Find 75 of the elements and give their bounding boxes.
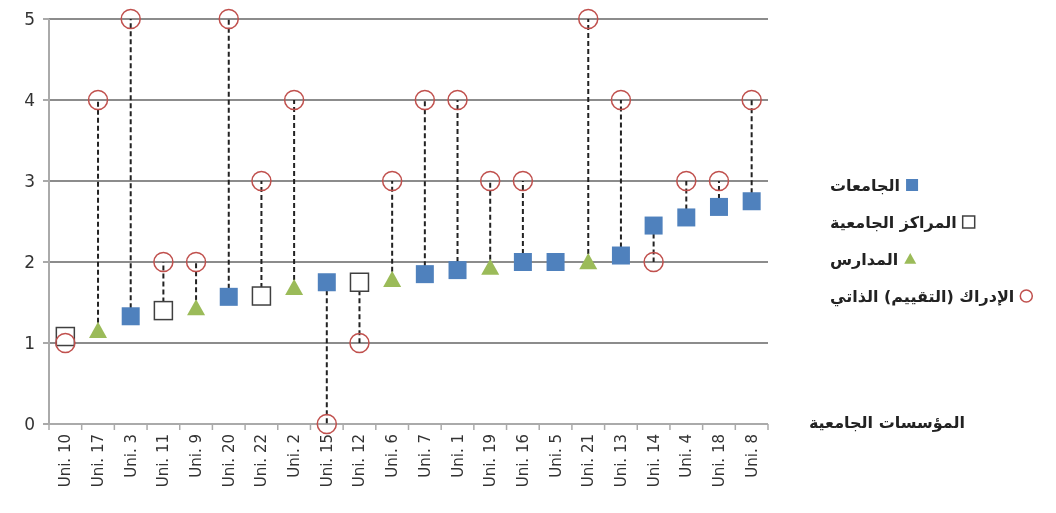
point: [120, 8, 141, 30]
point: [251, 286, 272, 306]
x-tick-label: Uni. 2: [285, 434, 304, 478]
point: [414, 89, 436, 111]
point: [187, 299, 206, 316]
point: [643, 251, 664, 273]
legend-label: الإدراك (التقييم) الذاتي: [830, 287, 1015, 307]
x-tick-label: Uni. 19: [481, 434, 500, 488]
x-tick-label: Uni. 14: [644, 434, 663, 488]
legend-label: المراكز الجامعية: [830, 213, 957, 232]
point: [447, 89, 468, 111]
x-tick-label: Uni. 15: [317, 434, 336, 488]
point: [742, 192, 761, 211]
point: [89, 321, 108, 339]
point: [153, 251, 174, 273]
point: [219, 287, 238, 306]
point: [415, 265, 434, 284]
x-tick-label: Uni. 10: [56, 434, 75, 488]
x-tick-label: Uni. 3: [121, 434, 140, 478]
x-tick-label: Uni. 12: [350, 434, 369, 488]
point: [218, 8, 239, 30]
x-tick-label: Uni. 8: [742, 434, 761, 478]
point: [481, 258, 500, 275]
x-tick-label: Uni. 18: [709, 434, 728, 488]
point: [709, 197, 728, 216]
x-tick-label: Uni. 21: [579, 434, 598, 488]
point: [87, 89, 109, 111]
y-tick-label: 3: [24, 171, 35, 191]
point: [644, 216, 663, 235]
legend-label: الجامعات: [830, 176, 901, 195]
x-tick-label: Uni. 9: [187, 434, 206, 478]
point: [316, 413, 338, 435]
point: [579, 253, 598, 270]
x-tick-label: Uni. 5: [546, 434, 565, 478]
point: [546, 253, 565, 271]
x-tick-label: Uni. 4: [677, 434, 696, 478]
x-tick-label: Uni. 1: [448, 434, 467, 478]
text: المؤسسات الجامعية: [808, 413, 965, 432]
point: [448, 261, 467, 280]
point: [479, 170, 501, 192]
point: [55, 332, 76, 354]
point: [383, 270, 402, 288]
x-tick-label: Uni. 16: [513, 434, 532, 488]
point: [512, 170, 534, 192]
point: [349, 272, 370, 292]
point: [610, 89, 632, 111]
y-tick-label: 5: [24, 9, 35, 29]
x-tick-label: Uni. 22: [252, 434, 271, 488]
x-tick-label: Uni. 17: [89, 434, 108, 488]
point: [349, 332, 370, 354]
point: [283, 89, 305, 111]
point: [251, 170, 272, 192]
point: [513, 253, 532, 271]
point: [381, 170, 403, 192]
point: [676, 170, 697, 192]
y-tick-label: 2: [24, 252, 35, 272]
point: [708, 170, 730, 192]
point: [153, 300, 174, 321]
point: [121, 307, 140, 326]
x-tick-label: Uni. 20: [219, 434, 238, 488]
point: [317, 273, 336, 292]
point: [677, 208, 696, 227]
y-tick-label: 4: [24, 90, 35, 110]
legend-label: المدارس: [830, 250, 899, 269]
x-tick-label: Uni. 11: [154, 434, 173, 488]
x-tick-label: Uni. 6: [383, 434, 402, 478]
point: [611, 246, 630, 265]
point: [285, 278, 304, 296]
point: [741, 89, 762, 111]
y-tick-label: 1: [24, 333, 35, 353]
point: [185, 251, 207, 273]
point: [578, 8, 599, 30]
x-tick-label: Uni. 7: [415, 434, 434, 478]
x-tick-label: Uni. 13: [611, 434, 630, 488]
y-tick-label: 0: [24, 414, 35, 434]
